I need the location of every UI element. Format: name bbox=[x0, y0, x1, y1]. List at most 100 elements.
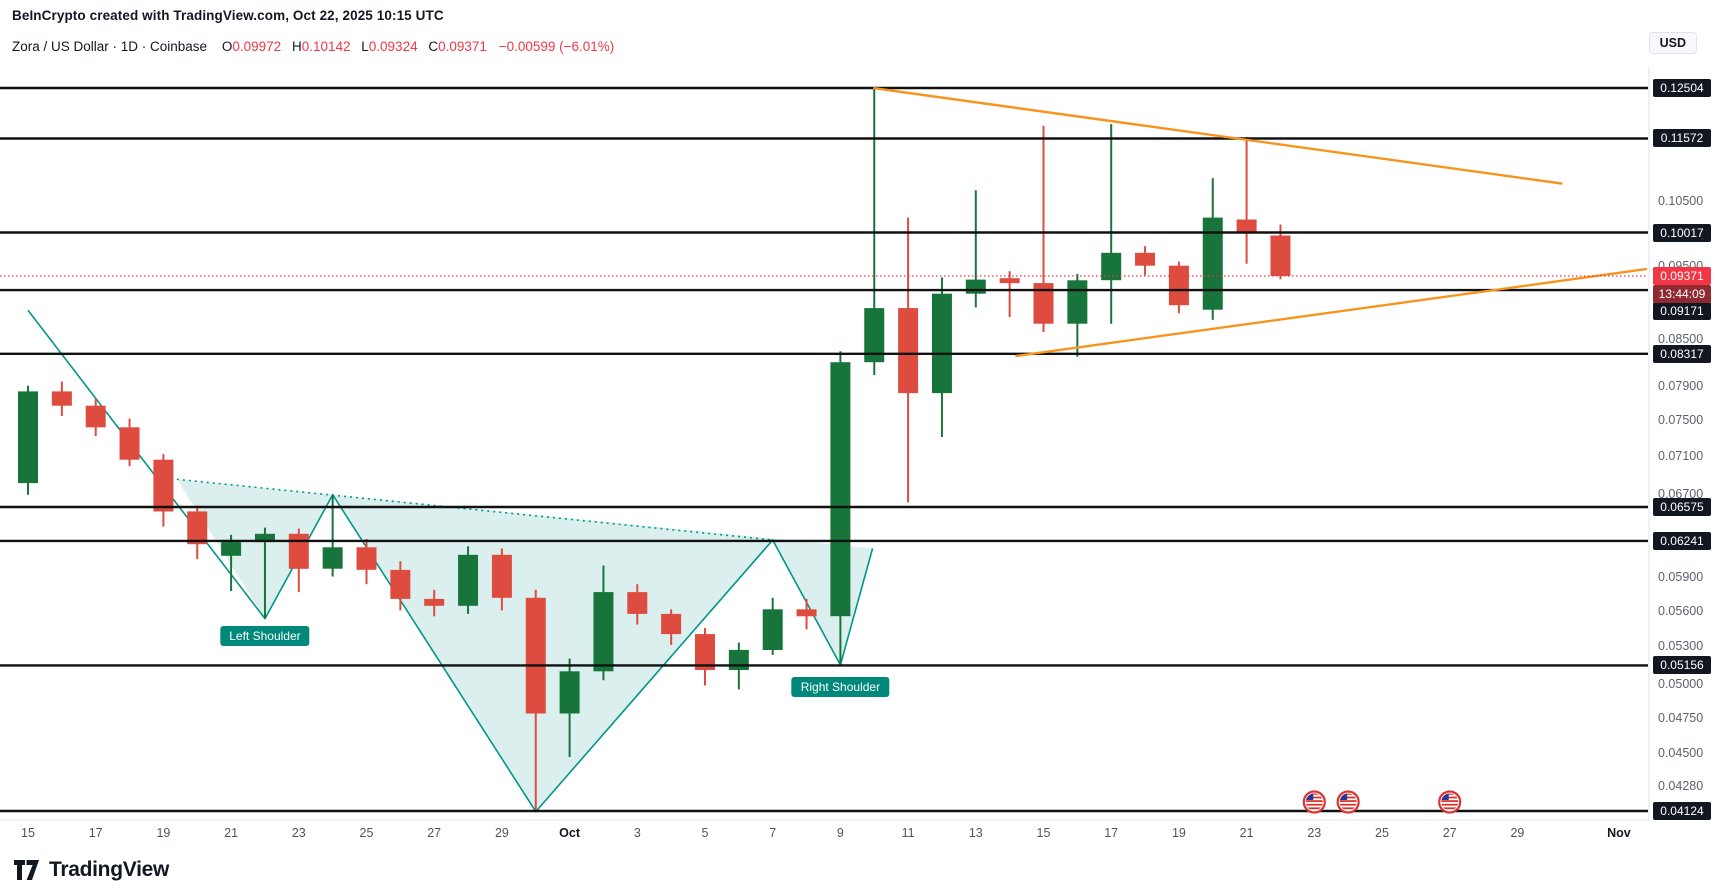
candle[interactable] bbox=[1168, 261, 1189, 314]
time-tick: 21 bbox=[1239, 826, 1254, 840]
price-tick: 0.10500 bbox=[1658, 194, 1704, 208]
time-tick: Oct bbox=[559, 826, 581, 840]
candle[interactable] bbox=[119, 418, 140, 467]
candle[interactable] bbox=[898, 217, 919, 503]
candle[interactable] bbox=[931, 277, 952, 438]
price-chart-canvas[interactable] bbox=[0, 66, 1717, 852]
time-tick: 19 bbox=[156, 826, 171, 840]
candle[interactable] bbox=[1202, 178, 1223, 320]
time-tick: 9 bbox=[836, 826, 844, 840]
candle[interactable] bbox=[593, 565, 614, 681]
close-label: C bbox=[428, 39, 439, 54]
time-axis[interactable]: 15 17 19 21 23 25 27 29 Oct 3 5 7 9 11 13 15 17 19 21 23 25 2… bbox=[0, 824, 1650, 846]
time-tick: 15 bbox=[1036, 826, 1051, 840]
candle[interactable] bbox=[525, 589, 546, 812]
candle[interactable] bbox=[1236, 136, 1257, 264]
economic-event-us-flag-icon[interactable] bbox=[1336, 790, 1360, 814]
time-tick: 13 bbox=[968, 826, 983, 840]
ohlc-readout: O0.09972 H0.10142 L0.09324 C0.09371 −0.0… bbox=[215, 39, 614, 54]
candle[interactable] bbox=[288, 528, 309, 593]
time-tick: 27 bbox=[427, 826, 442, 840]
price-level-label: 0.09171 bbox=[1653, 302, 1711, 320]
time-tick: 25 bbox=[1375, 826, 1389, 840]
candle[interactable] bbox=[51, 381, 72, 416]
time-tick: 15 bbox=[21, 826, 35, 840]
candle[interactable] bbox=[695, 628, 715, 686]
candle[interactable] bbox=[187, 505, 208, 560]
pattern-fill bbox=[176, 479, 873, 812]
price-tick: 0.07900 bbox=[1658, 379, 1704, 393]
tradingview-logo-icon[interactable] bbox=[14, 859, 41, 881]
candle-countdown: 13:44:09 bbox=[1653, 285, 1711, 303]
candle[interactable] bbox=[322, 494, 343, 577]
price-tick: 0.05000 bbox=[1658, 677, 1704, 691]
trendline[interactable] bbox=[873, 87, 1563, 185]
footer: TradingView bbox=[14, 858, 169, 882]
time-tick: 19 bbox=[1171, 826, 1186, 840]
price-level-label: 0.06575 bbox=[1653, 498, 1711, 516]
economic-event-us-flag-icon[interactable] bbox=[1438, 790, 1462, 814]
candle[interactable] bbox=[796, 598, 817, 630]
price-tick: 0.04750 bbox=[1658, 711, 1704, 725]
candle[interactable] bbox=[491, 548, 512, 611]
candle[interactable] bbox=[424, 589, 445, 617]
price-tick: 0.07100 bbox=[1658, 449, 1704, 463]
open-value: 0.09972 bbox=[232, 39, 282, 54]
price-axis[interactable]: 0.10500 0.09500 0.08500 0.07900 0.07500 0.071… bbox=[1652, 66, 1717, 836]
candle[interactable] bbox=[356, 539, 377, 585]
time-tick: 5 bbox=[701, 826, 709, 840]
price-tick: 0.08500 bbox=[1658, 332, 1704, 346]
candle[interactable] bbox=[1067, 274, 1088, 357]
chart-area[interactable]: Left Shoulder Right Shoulder 0.10500 0.095… bbox=[0, 66, 1717, 858]
price-level-label: 0.08317 bbox=[1653, 345, 1711, 363]
time-tick: 17 bbox=[1104, 826, 1119, 840]
time-tick: Nov bbox=[1607, 826, 1631, 840]
candle[interactable] bbox=[18, 385, 38, 495]
candle[interactable] bbox=[85, 399, 106, 437]
candle[interactable] bbox=[627, 584, 648, 625]
candle[interactable] bbox=[458, 546, 479, 614]
economic-event-us-flag-icon[interactable] bbox=[1302, 790, 1326, 814]
symbol-info-bar: Zora / US Dollar · 1D · Coinbase O0.0997… bbox=[12, 39, 614, 54]
change-value: −0.00599 (−6.01%) bbox=[498, 39, 615, 54]
high-label: H bbox=[291, 39, 302, 54]
candle[interactable] bbox=[390, 561, 411, 611]
candle[interactable] bbox=[559, 658, 580, 757]
candle[interactable] bbox=[254, 527, 275, 619]
time-tick: 23 bbox=[291, 826, 306, 840]
close-value: 0.09371 bbox=[438, 39, 487, 54]
tradingview-brand[interactable]: TradingView bbox=[49, 858, 170, 881]
price-level-label: 0.11572 bbox=[1653, 129, 1711, 147]
candle[interactable] bbox=[1033, 125, 1054, 332]
candles-layer bbox=[18, 88, 1291, 812]
candle[interactable] bbox=[221, 534, 242, 591]
low-label: L bbox=[361, 39, 369, 54]
price-tick: 0.05600 bbox=[1658, 604, 1704, 618]
candle[interactable] bbox=[999, 271, 1020, 317]
price-tick: 0.06700 bbox=[1658, 487, 1704, 501]
attribution-text: BeInCrypto created with TradingView.com,… bbox=[12, 8, 444, 23]
time-tick: 29 bbox=[1510, 826, 1525, 840]
price-level-label: 0.06241 bbox=[1653, 532, 1711, 550]
symbol-title[interactable]: Zora / US Dollar · 1D · Coinbase bbox=[12, 39, 208, 54]
price-tick: 0.07500 bbox=[1658, 413, 1704, 427]
time-tick: 27 bbox=[1442, 826, 1457, 840]
price-tick: 0.04500 bbox=[1658, 746, 1704, 760]
candle[interactable] bbox=[762, 597, 783, 655]
time-tick: 29 bbox=[494, 826, 509, 840]
price-level-label: 0.10017 bbox=[1653, 224, 1711, 242]
candle[interactable] bbox=[661, 609, 682, 645]
current-price-label: 0.09371 bbox=[1653, 267, 1711, 285]
currency-badge[interactable]: USD bbox=[1648, 32, 1697, 54]
time-tick: 23 bbox=[1307, 826, 1322, 840]
time-tick: 7 bbox=[769, 826, 777, 840]
price-level-label: 0.05156 bbox=[1653, 656, 1711, 674]
price-tick: 0.04280 bbox=[1658, 779, 1704, 793]
candle[interactable] bbox=[1135, 246, 1156, 276]
time-tick: 11 bbox=[901, 826, 915, 840]
candle[interactable] bbox=[1101, 124, 1122, 324]
trendline[interactable] bbox=[1015, 267, 1648, 358]
candle[interactable] bbox=[153, 454, 174, 527]
pattern-neckline[interactable] bbox=[176, 478, 773, 541]
time-tick: 17 bbox=[88, 826, 103, 840]
